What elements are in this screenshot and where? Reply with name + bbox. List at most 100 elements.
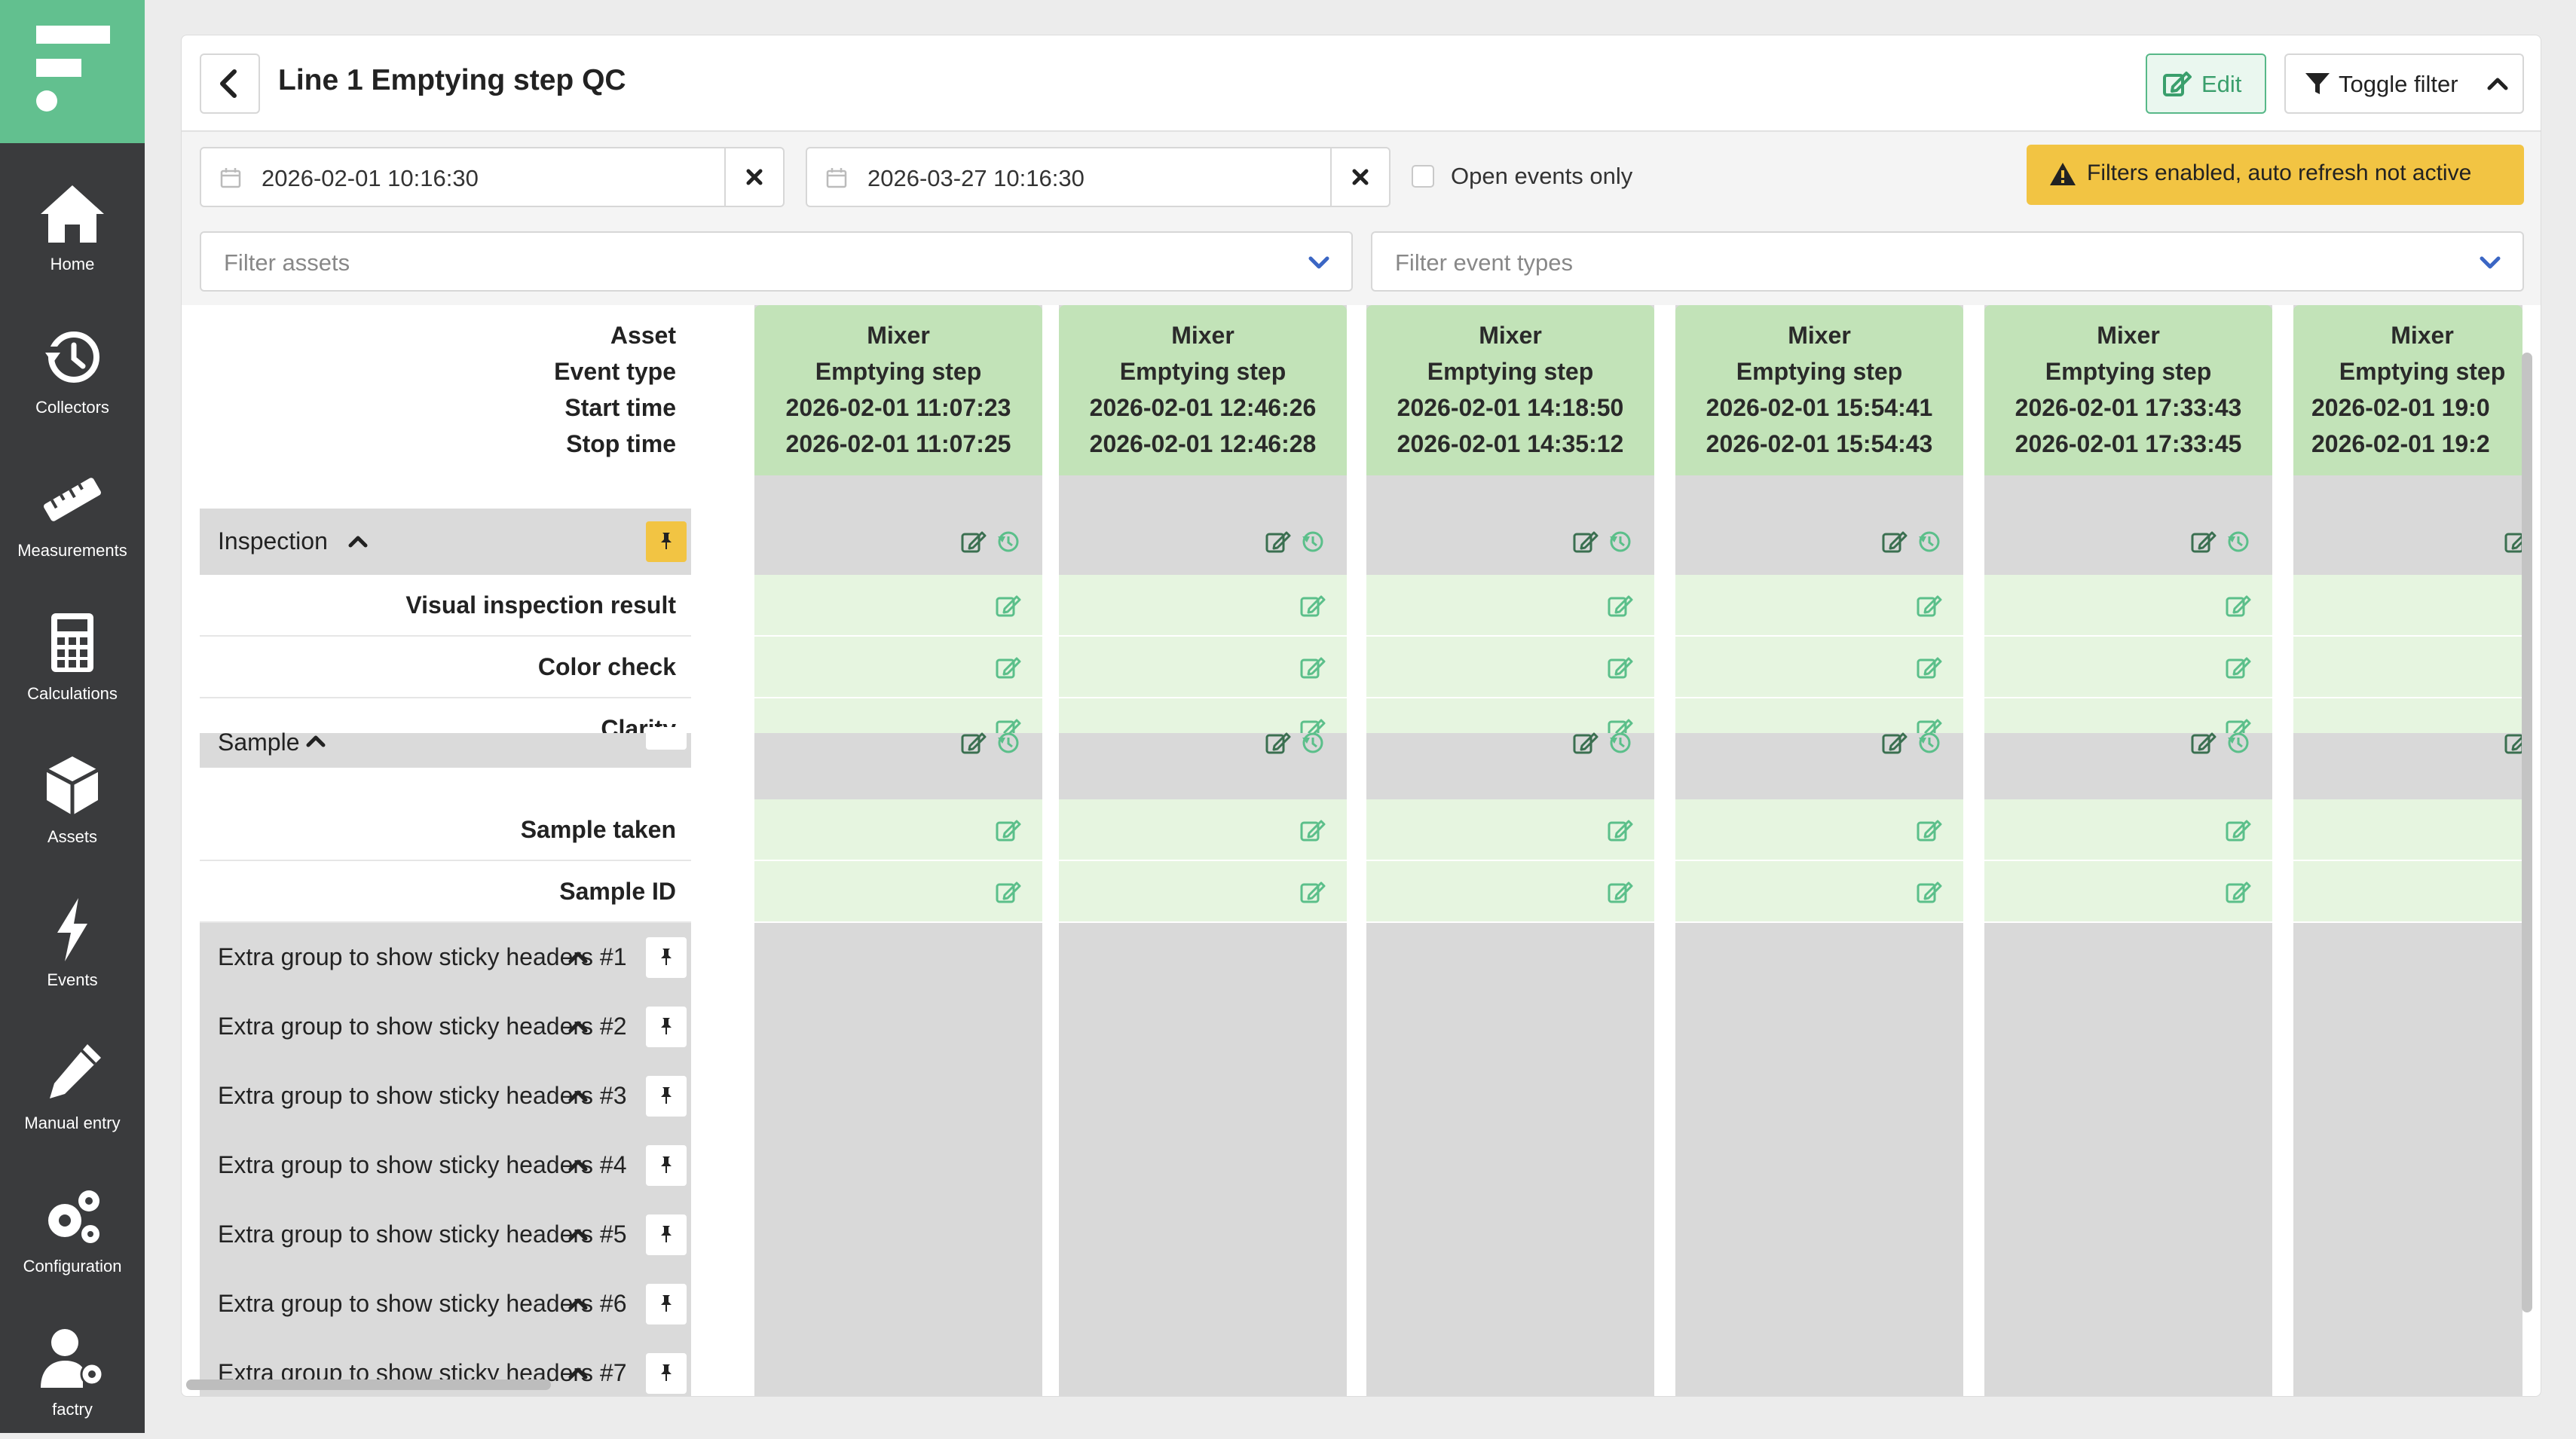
horizontal-scrollbar[interactable]	[186, 1379, 551, 1390]
pin-button[interactable]	[646, 1007, 687, 1047]
pin-button[interactable]	[646, 727, 687, 750]
value-cell[interactable]	[2293, 575, 2522, 637]
value-cell[interactable]	[2293, 637, 2522, 698]
group-header[interactable]: Extra group to show sticky headers #1	[200, 923, 691, 992]
sidebar-item-home[interactable]: Home	[0, 151, 145, 294]
pin-button[interactable]	[646, 1214, 687, 1255]
value-cell[interactable]	[1059, 799, 1347, 861]
edit-button[interactable]: Edit	[2146, 53, 2266, 114]
event-column-header[interactable]: Mixer Emptying step 2026-02-01 15:54:41 …	[1675, 305, 1963, 475]
value-cell[interactable]	[1366, 637, 1654, 698]
open-events-only-checkbox[interactable]	[1412, 165, 1434, 188]
group-cell	[1059, 732, 1347, 768]
start-time-header-label: Start time	[564, 394, 676, 421]
value-cell[interactable]	[754, 861, 1042, 923]
filter-assets-select[interactable]: Filter assets	[200, 231, 1353, 292]
column-event-type: Emptying step	[2045, 358, 2212, 385]
group-header[interactable]: Inspection	[200, 509, 691, 575]
value-cell[interactable]	[1675, 575, 1963, 637]
group-cell	[1984, 732, 2272, 768]
column-start-time: 2026-02-01 14:18:50	[1397, 394, 1624, 421]
factry-logo[interactable]	[0, 0, 145, 143]
value-cell[interactable]	[1059, 575, 1347, 637]
column-asset: Mixer	[1171, 322, 1234, 349]
value-cell[interactable]	[1366, 861, 1654, 923]
event-column-header[interactable]: Mixer Emptying step 2026-02-01 12:46:26 …	[1059, 305, 1347, 475]
value-cell[interactable]	[1984, 637, 2272, 698]
event-column-header[interactable]: Mixer Emptying step 2026-02-01 11:07:23 …	[754, 305, 1042, 475]
cube-icon	[45, 756, 99, 815]
value-cell[interactable]	[1366, 575, 1654, 637]
column-asset: Mixer	[1479, 322, 1542, 349]
value-cell[interactable]	[2293, 861, 2522, 923]
toggle-filter-label: Toggle filter	[2339, 71, 2458, 97]
value-cell[interactable]	[1059, 861, 1347, 923]
event-column: Mixer Emptying step 2026-02-01 14:18:50 …	[1366, 305, 1654, 1396]
event-column-header[interactable]: Mixer Emptying step 2026-02-01 19:0 2026…	[2293, 305, 2522, 475]
value-cell[interactable]	[1675, 861, 1963, 923]
vertical-scrollbar[interactable]	[2522, 353, 2532, 1312]
clear-end-date-button[interactable]	[1330, 148, 1389, 206]
sidebar-item-label: Configuration	[23, 1257, 122, 1276]
sidebar-item-collectors[interactable]: Collectors	[0, 294, 145, 437]
value-cell[interactable]	[1984, 799, 2272, 861]
toggle-filter-button[interactable]: Toggle filter	[2284, 53, 2524, 114]
value-cell[interactable]	[754, 799, 1042, 861]
value-cell[interactable]	[1984, 575, 2272, 637]
group-cell	[754, 509, 1042, 575]
end-date-value: 2026-03-27 10:16:30	[867, 165, 1085, 191]
sidebar-item-factry[interactable]: factry	[0, 1296, 145, 1439]
pin-button[interactable]	[646, 1076, 687, 1117]
sidebar-item-label: Measurements	[17, 541, 127, 560]
end-date-input[interactable]: 2026-03-27 10:16:30	[806, 147, 1390, 207]
back-button[interactable]	[200, 53, 260, 114]
sidebar-item-measurements[interactable]: Measurements	[0, 437, 145, 580]
event-column: Mixer Emptying step 2026-02-01 12:46:26 …	[1059, 305, 1347, 1396]
pin-button[interactable]	[646, 1353, 687, 1394]
filter-event-types-placeholder: Filter event types	[1395, 249, 1574, 276]
sidebar-item-assets[interactable]: Assets	[0, 723, 145, 866]
column-event-type: Emptying step	[1119, 358, 1286, 385]
value-cell[interactable]	[754, 575, 1042, 637]
value-cell[interactable]	[1984, 861, 2272, 923]
edit-icon	[996, 657, 1021, 679]
event-column-header[interactable]: Mixer Emptying step 2026-02-01 14:18:50 …	[1366, 305, 1654, 475]
pin-button[interactable]	[646, 1284, 687, 1324]
page-header: Line 1 Emptying step QC Edit Toggle filt…	[182, 35, 2541, 132]
column-stop-time: 2026-02-01 19:2	[2311, 430, 2490, 457]
sidebar-item-calculations[interactable]: Calculations	[0, 580, 145, 723]
filter-event-types-select[interactable]: Filter event types	[1371, 231, 2524, 292]
edit-icon	[1917, 820, 1942, 842]
group-title: Inspection	[218, 527, 328, 555]
history-icon	[1610, 531, 1631, 552]
group-header[interactable]: Sample	[200, 727, 691, 768]
sidebar-item-manual-entry[interactable]: Manual entry	[0, 1010, 145, 1153]
group-header[interactable]: Extra group to show sticky headers #3	[200, 1062, 691, 1131]
value-cell[interactable]	[2293, 799, 2522, 861]
asset-header-label: Asset	[610, 322, 676, 349]
start-date-input[interactable]: 2026-02-01 10:16:30	[200, 147, 785, 207]
pin-button[interactable]	[646, 1145, 687, 1186]
clear-start-date-button[interactable]	[724, 148, 783, 206]
group-title: Extra group to show sticky headers #6	[218, 1290, 627, 1317]
edit-icon	[996, 820, 1021, 842]
group-header[interactable]: Extra group to show sticky headers #4	[200, 1131, 691, 1200]
event-column-header[interactable]: Mixer Emptying step 2026-02-01 17:33:43 …	[1984, 305, 2272, 475]
column-asset: Mixer	[867, 322, 930, 349]
chevron-up-icon	[568, 1367, 588, 1379]
value-cell[interactable]	[1059, 637, 1347, 698]
group-header[interactable]: Extra group to show sticky headers #5	[200, 1200, 691, 1269]
group-header[interactable]: Extra group to show sticky headers #6	[200, 1269, 691, 1339]
group-cell	[1675, 732, 1963, 768]
open-events-only-label[interactable]: Open events only	[1451, 163, 1633, 189]
group-header[interactable]: Extra group to show sticky headers #2	[200, 992, 691, 1062]
value-cell[interactable]	[1675, 799, 1963, 861]
value-cell[interactable]	[1366, 799, 1654, 861]
pin-button[interactable]	[646, 521, 687, 562]
sidebar-item-configuration[interactable]: Configuration	[0, 1153, 145, 1296]
value-cell[interactable]	[1675, 637, 1963, 698]
edit-icon	[1265, 732, 1291, 754]
value-cell[interactable]	[754, 637, 1042, 698]
pin-button[interactable]	[646, 937, 687, 978]
sidebar-item-events[interactable]: Events	[0, 866, 145, 1010]
